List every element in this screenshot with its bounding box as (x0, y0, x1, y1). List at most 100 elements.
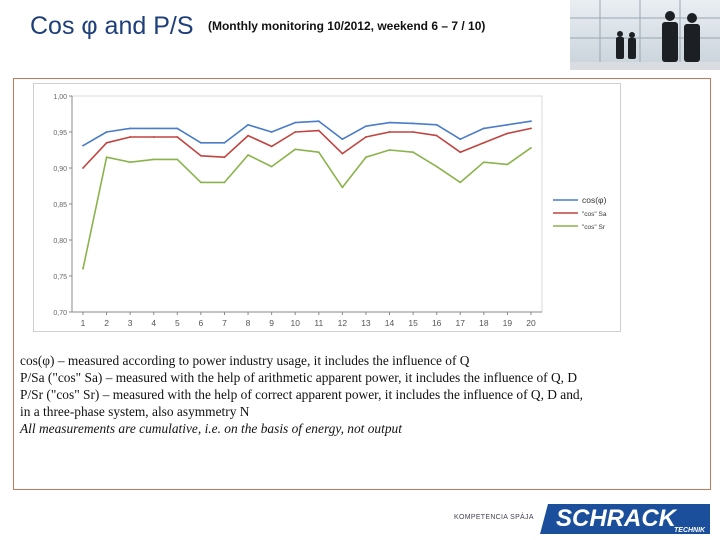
data-point (412, 131, 415, 133)
data-point (129, 161, 132, 164)
data-point (105, 141, 108, 144)
x-tick-label: 15 (408, 318, 418, 328)
data-point (152, 136, 155, 138)
x-tick-label: 18 (479, 318, 489, 328)
data-point (152, 127, 155, 130)
data-point (482, 127, 485, 130)
x-tick-label: 20 (526, 318, 536, 328)
data-point (365, 125, 367, 128)
data-point (482, 161, 485, 164)
data-point (105, 156, 108, 159)
data-point (199, 181, 202, 184)
description-line-p-sr: P/Sr ("cos" Sr) – measured with the help… (20, 387, 583, 402)
data-point (152, 158, 155, 161)
x-tick-label: 19 (503, 318, 513, 328)
data-point (247, 154, 249, 156)
logo-tagline: KOMPETENCIA SPÁJA (454, 514, 534, 521)
y-tick-label: 0,90 (53, 166, 67, 173)
x-tick-label: 11 (314, 318, 323, 328)
x-tick-label: 8 (246, 318, 251, 328)
data-point (129, 127, 132, 130)
legend-label-2: "cos" Sa (582, 211, 607, 218)
data-point (341, 186, 344, 189)
y-tick-label: 0,70 (53, 310, 67, 317)
data-point (82, 144, 84, 147)
data-point (530, 127, 532, 130)
legend-label-1: cos(φ) (582, 195, 607, 205)
y-tick-label: 0,75 (53, 274, 67, 281)
data-point (82, 267, 84, 270)
x-tick-label: 3 (128, 318, 133, 328)
data-point (82, 167, 84, 169)
data-point (459, 151, 462, 154)
description-line-p-sa: P/Sa ("cos" Sa) – measured with the help… (20, 370, 578, 385)
data-point (317, 129, 320, 132)
data-point (459, 181, 462, 184)
data-point (223, 141, 226, 144)
data-point (435, 123, 438, 126)
data-point (247, 123, 249, 126)
logo-text: SCHRACK (556, 505, 678, 532)
y-tick-label: 1,00 (53, 94, 67, 101)
data-point (317, 120, 320, 123)
x-tick-label: 4 (151, 318, 156, 328)
x-tick-label: 7 (222, 318, 227, 328)
y-tick-label: 0,95 (53, 130, 67, 137)
data-point (199, 154, 202, 157)
data-point (388, 121, 391, 124)
data-point (435, 165, 438, 168)
data-point (223, 156, 226, 159)
data-point (506, 132, 509, 135)
data-point (270, 165, 273, 168)
series-line-2 (82, 127, 532, 169)
series-line-1 (82, 120, 532, 147)
schrack-logo: KOMPETENCIA SPÁJA SCHRACK TECHNIK (448, 498, 710, 540)
data-point (388, 149, 391, 151)
slide-subtitle: (Monthly monitoring 10/2012, weekend 6 –… (207, 19, 486, 33)
data-point (176, 127, 179, 130)
legend-label-3: "cos" Sr (582, 224, 606, 231)
data-point (129, 136, 132, 138)
description-line-cos-phi: cos(φ) – measured according to power ind… (20, 353, 470, 368)
data-point (506, 163, 509, 166)
description-block: cos(φ) – measured according to power ind… (20, 352, 710, 437)
data-point (365, 156, 367, 159)
description-note: All measurements are cumulative, i.e. on… (20, 421, 402, 436)
line-chart: 0,700,750,800,850,900,951,001 2 3 4 5 6 7 8 9 10 1… (53, 94, 607, 328)
slide-title: Cos φ and P/S (30, 12, 194, 40)
logo-subtext: TECHNIK (674, 527, 706, 534)
description-line-asymmetry: in a three-phase system, also asymmetry … (20, 404, 250, 419)
data-point (199, 141, 202, 144)
data-point (459, 138, 462, 141)
data-point (317, 151, 320, 154)
data-point (270, 131, 273, 133)
data-point (341, 138, 344, 141)
data-point (223, 181, 226, 184)
data-point (412, 151, 415, 154)
data-point (412, 122, 415, 125)
data-point (435, 134, 438, 137)
slide-title-row: Cos φ and P/S (Monthly monitoring 10/201… (30, 12, 485, 41)
data-point (482, 141, 485, 144)
x-tick-label: 5 (175, 318, 180, 328)
logo-banner (540, 504, 710, 534)
x-tick-label: 14 (385, 318, 395, 328)
data-point (365, 136, 367, 138)
x-tick-label: 17 (456, 318, 466, 328)
data-point (530, 146, 532, 149)
x-tick-label: 2 (104, 318, 109, 328)
series-line-3 (82, 147, 532, 269)
data-point (294, 121, 297, 124)
x-tick-label: 16 (432, 318, 442, 328)
data-point (270, 145, 273, 148)
business-people-photo (570, 0, 720, 70)
chart-container: 0,70 0,75 0,80 0,85 0,90 0,95 1,00 1 2 3 4 5 6 7 8 9 10 1… (33, 83, 621, 332)
data-point (105, 131, 108, 133)
x-tick-label: 1 (81, 318, 86, 328)
x-tick-label: 6 (199, 318, 204, 328)
x-tick-label: 13 (361, 318, 371, 328)
data-point (247, 134, 249, 137)
data-point (294, 131, 297, 133)
data-point (530, 120, 532, 123)
data-point (294, 148, 297, 151)
